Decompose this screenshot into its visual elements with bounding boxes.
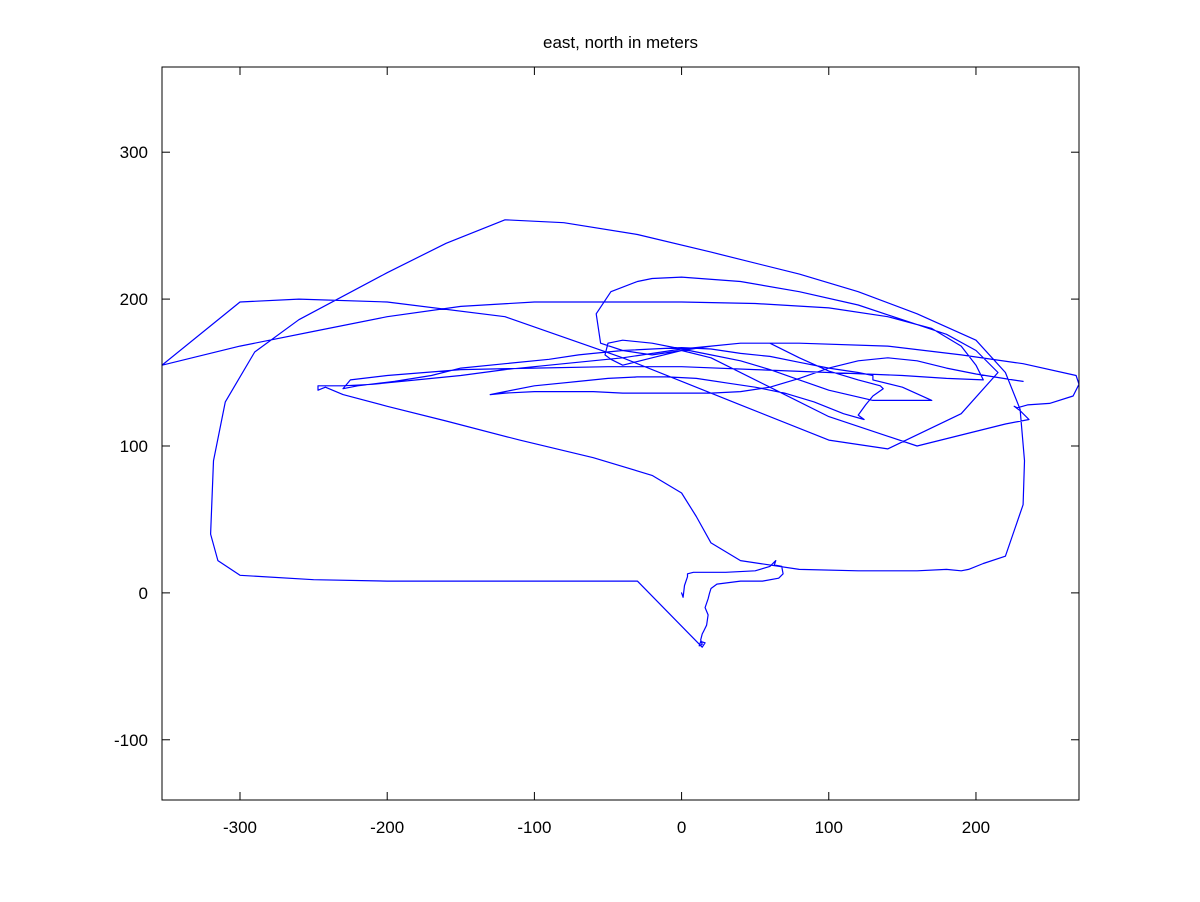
y-tick-label: -100 (114, 731, 148, 750)
x-tick-label: 100 (815, 818, 843, 837)
x-tick-label: -100 (517, 818, 551, 837)
tick-labels: -300 -200 -100 0 100 200 -100 0 100 200 300 (114, 143, 990, 837)
y-tick-label: 0 (139, 584, 148, 603)
plot-frame (161, 66, 1080, 801)
x-tick-label: -300 (223, 818, 257, 837)
axis-ticks (162, 67, 1079, 800)
series-line (162, 219, 1079, 648)
y-tick-label: 100 (120, 437, 148, 456)
y-tick-label: 200 (120, 290, 148, 309)
x-tick-label: 200 (962, 818, 990, 837)
x-tick-label: 0 (677, 818, 686, 837)
series-layer (162, 219, 1079, 648)
chart-title: east, north in meters (543, 33, 698, 52)
y-tick-label: 300 (120, 143, 148, 162)
x-tick-label: -200 (370, 818, 404, 837)
